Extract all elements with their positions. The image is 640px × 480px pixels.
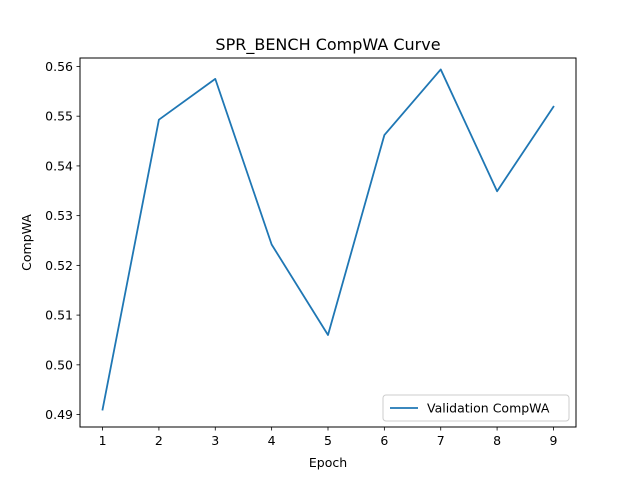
x-axis: 1 2 3 4 5 6 7 8 9 [99,427,557,448]
legend-box [382,394,570,422]
series-layer [101,68,555,411]
y-tick-label: 0.49 [45,407,73,422]
y-tick-label: 0.50 [45,357,73,372]
legend: Validation CompWA [382,394,570,422]
x-tick-label: 9 [549,433,557,448]
x-tick-label: 7 [437,433,445,448]
y-tick-label: 0.52 [45,258,73,273]
y-tick-label: 0.51 [45,308,73,323]
y-tick-label: 0.56 [45,59,73,74]
x-tick-label: 2 [155,433,163,448]
y-tick-label: 0.53 [45,208,73,223]
series-line-validation-compwa [101,68,555,411]
legend-label-validation-compwa: Validation CompWA [427,401,550,416]
plot-background [80,58,576,427]
y-axis: 0.49 0.50 0.51 0.52 0.53 0.54 0.55 0.56 [45,59,80,422]
y-axis-label: CompWA [19,214,34,271]
plot-area [80,58,576,427]
x-tick-label: 3 [211,433,219,448]
y-tick-label: 0.54 [45,158,73,173]
y-tick-label: 0.55 [45,109,73,124]
x-tick-label: 8 [493,433,501,448]
x-tick-label: 1 [99,433,107,448]
x-tick-label: 5 [324,433,332,448]
x-tick-label: 4 [268,433,276,448]
chart-title: SPR_BENCH CompWA Curve [215,35,440,55]
x-tick-label: 6 [380,433,388,448]
x-axis-label: Epoch [309,455,347,470]
plot-frame [79,57,577,428]
